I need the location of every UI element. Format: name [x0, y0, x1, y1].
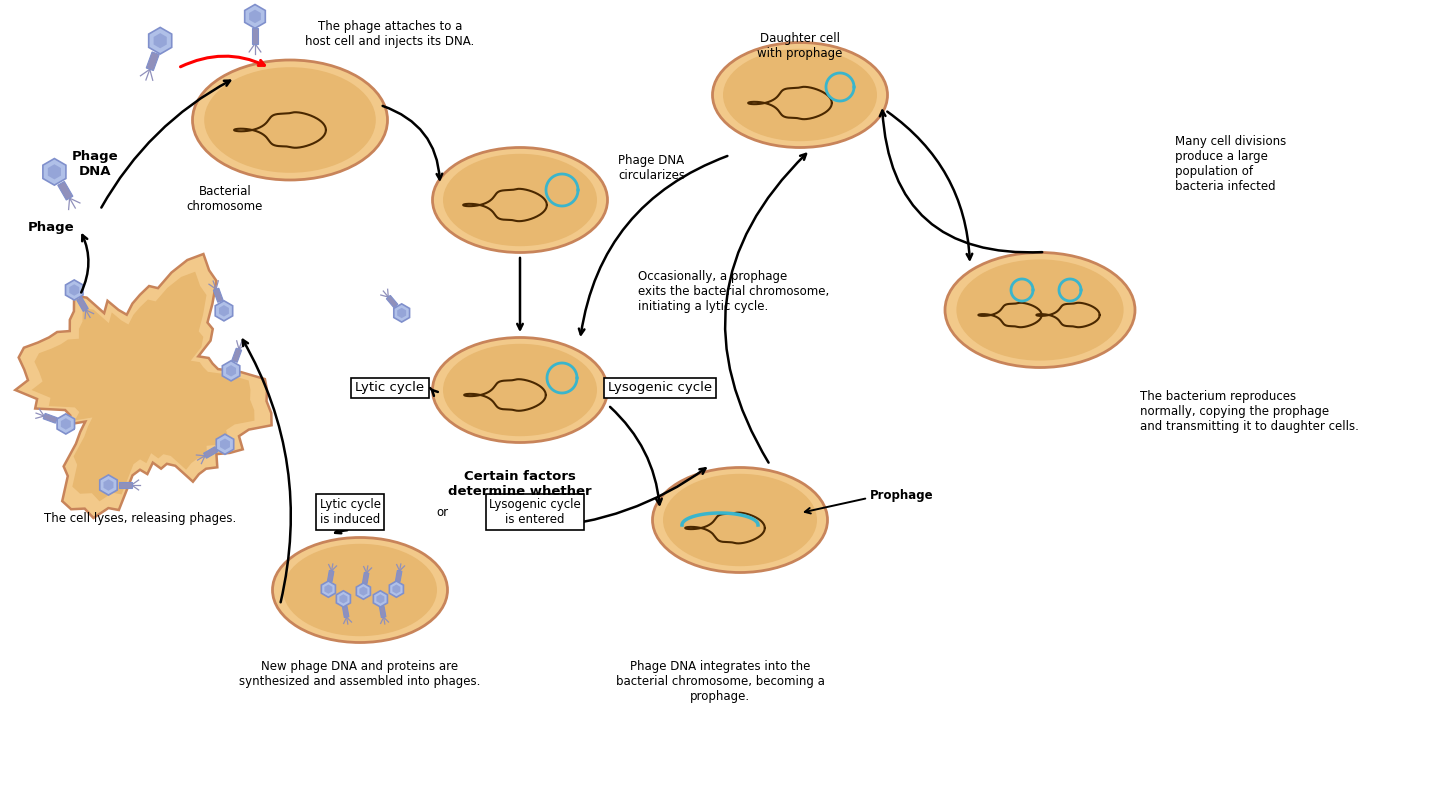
Ellipse shape [193, 60, 387, 180]
Ellipse shape [945, 252, 1135, 367]
Text: Phage DNA
circularizes: Phage DNA circularizes [618, 154, 685, 182]
Polygon shape [43, 159, 66, 185]
Text: Lytic cycle
is induced: Lytic cycle is induced [320, 498, 380, 526]
Polygon shape [203, 446, 217, 458]
Polygon shape [396, 570, 402, 581]
Polygon shape [393, 304, 409, 322]
Polygon shape [43, 413, 58, 423]
Ellipse shape [652, 468, 828, 573]
Ellipse shape [723, 49, 877, 141]
Text: The cell lyses, releasing phages.: The cell lyses, releasing phages. [43, 512, 236, 525]
Text: Phage: Phage [27, 221, 75, 235]
Polygon shape [363, 573, 369, 584]
Polygon shape [216, 434, 233, 454]
Text: The bacterium reproduces
normally, copying the prophage
and transmitting it to d: The bacterium reproduces normally, copyi… [1140, 390, 1359, 433]
Polygon shape [324, 584, 333, 594]
Text: Lytic cycle: Lytic cycle [356, 381, 425, 394]
Polygon shape [380, 607, 386, 618]
Polygon shape [252, 29, 258, 44]
Polygon shape [65, 280, 84, 300]
Polygon shape [232, 348, 242, 362]
Polygon shape [58, 414, 75, 434]
Polygon shape [397, 308, 406, 318]
Ellipse shape [272, 538, 448, 642]
Polygon shape [376, 594, 384, 603]
Polygon shape [249, 10, 261, 23]
Polygon shape [360, 587, 367, 596]
Polygon shape [213, 288, 223, 302]
Text: Lysogenic cycle: Lysogenic cycle [608, 381, 711, 394]
Polygon shape [386, 295, 397, 308]
Text: Many cell divisions
produce a large
population of
bacteria infected: Many cell divisions produce a large popu… [1175, 135, 1286, 193]
Text: Bacterial
chromosome: Bacterial chromosome [187, 185, 264, 213]
Polygon shape [104, 479, 114, 491]
Polygon shape [60, 418, 71, 430]
Text: New phage DNA and proteins are
synthesized and assembled into phages.: New phage DNA and proteins are synthesiz… [239, 660, 481, 688]
Ellipse shape [956, 259, 1123, 361]
Polygon shape [118, 482, 131, 488]
Text: Phage
DNA: Phage DNA [72, 150, 118, 178]
Text: The phage attaches to a
host cell and injects its DNA.: The phage attaches to a host cell and in… [305, 20, 475, 48]
Polygon shape [215, 301, 233, 321]
Polygon shape [337, 591, 350, 607]
Polygon shape [154, 33, 167, 48]
Polygon shape [16, 254, 272, 518]
Polygon shape [340, 594, 347, 603]
Polygon shape [321, 581, 336, 597]
Polygon shape [226, 365, 236, 377]
Text: Occasionally, a prophage
exits the bacterial chromosome,
initiating a lytic cycl: Occasionally, a prophage exits the bacte… [638, 270, 829, 313]
Polygon shape [222, 361, 240, 381]
Polygon shape [147, 52, 160, 71]
Ellipse shape [662, 473, 816, 566]
Polygon shape [148, 28, 171, 54]
Ellipse shape [284, 544, 436, 636]
Ellipse shape [444, 154, 598, 246]
Polygon shape [99, 475, 117, 495]
Ellipse shape [204, 67, 376, 173]
Polygon shape [389, 581, 403, 597]
Polygon shape [392, 584, 400, 594]
Polygon shape [373, 591, 387, 607]
Text: Phage DNA integrates into the
bacterial chromosome, becoming a
prophage.: Phage DNA integrates into the bacterial … [615, 660, 825, 703]
Polygon shape [69, 284, 79, 296]
Text: or: or [436, 505, 448, 519]
Text: Daughter cell
with prophage: Daughter cell with prophage [757, 32, 842, 60]
Polygon shape [32, 272, 255, 501]
Polygon shape [220, 439, 230, 450]
Ellipse shape [444, 344, 598, 436]
Polygon shape [245, 5, 265, 29]
Polygon shape [343, 607, 348, 618]
Text: Prophage: Prophage [870, 488, 933, 501]
Polygon shape [356, 583, 370, 600]
Ellipse shape [432, 147, 608, 252]
Polygon shape [327, 570, 334, 581]
Ellipse shape [432, 338, 608, 442]
Polygon shape [48, 164, 60, 179]
Polygon shape [58, 182, 73, 200]
Ellipse shape [713, 43, 887, 147]
Polygon shape [76, 297, 88, 312]
Text: Lysogenic cycle
is entered: Lysogenic cycle is entered [490, 498, 580, 526]
Polygon shape [219, 305, 229, 316]
Text: Certain factors
determine whether: Certain factors determine whether [448, 470, 592, 498]
